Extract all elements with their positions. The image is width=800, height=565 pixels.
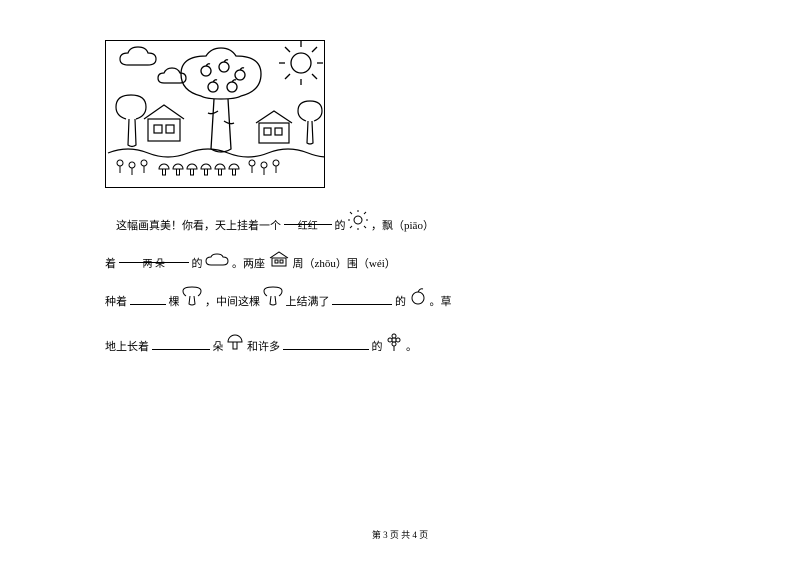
text-row-1: 这幅画真美！你看，天上挂着一个 红红 的 ，飘（piāo）	[105, 210, 695, 243]
blank-3[interactable]	[130, 293, 166, 305]
blank-6[interactable]	[283, 338, 369, 350]
text: 这幅画真美！你看，天上挂着一个	[116, 220, 281, 232]
sun-icon	[348, 210, 368, 243]
text-row-2: 着 两 朵 的 。两座 周（zhōu）围（wéi）	[105, 249, 695, 280]
text: 的	[335, 220, 346, 232]
tree-icon	[298, 101, 322, 144]
text: 种着	[105, 296, 127, 308]
fill-blank-paragraph: 这幅画真美！你看，天上挂着一个 红红 的 ，飘（piāo） 着 两 朵 的 。两…	[105, 210, 695, 363]
text: 。两座	[232, 258, 265, 270]
text: 。	[406, 341, 417, 353]
sun-icon	[279, 41, 323, 85]
flower-icon	[385, 333, 403, 364]
text: 。草	[430, 296, 452, 308]
worksheet-page: 这幅画真美！你看，天上挂着一个 红红 的 ，飘（piāo） 着 两 朵 的 。两…	[105, 40, 695, 369]
house-icon	[256, 111, 292, 143]
text: 朵	[213, 341, 224, 353]
mushroom-icon	[226, 333, 244, 364]
text-row-3: 种着 棵 ，中间这棵 上结满了 的 。草	[105, 286, 695, 319]
text: 着	[105, 258, 116, 270]
blank-1[interactable]: 红红	[284, 213, 332, 225]
text: ，飘（piāo）	[371, 220, 434, 232]
grass-line	[108, 149, 325, 157]
text: ，中间这棵	[205, 296, 260, 308]
apple-tree-icon	[181, 48, 261, 152]
scene-svg	[106, 41, 325, 188]
tree-icon	[263, 286, 283, 319]
text: 上结满了	[286, 296, 330, 308]
flowers-row	[117, 160, 279, 175]
text: 的	[395, 296, 406, 308]
page-footer: 第 3 页 共 4 页	[0, 528, 800, 541]
text: 的	[372, 341, 383, 353]
text-row-4: 地上长着 朵 和许多 的 。	[105, 332, 695, 363]
house-icon	[144, 105, 184, 141]
text: 和许多	[247, 341, 280, 353]
tree-icon	[182, 286, 202, 319]
house-icon	[268, 249, 290, 280]
scene-illustration	[105, 40, 325, 188]
cloud-icon	[205, 249, 229, 280]
cloud-icon	[120, 47, 156, 65]
blank-2[interactable]: 两 朵	[119, 251, 189, 263]
text: 周（zhōu）围（wéi）	[293, 258, 396, 270]
page-number: 第 3 页 共 4 页	[372, 530, 428, 540]
apple-icon	[409, 287, 427, 318]
text: 地上长着	[105, 341, 149, 353]
mushrooms-row	[159, 164, 239, 175]
text: 的	[192, 258, 203, 270]
text: 棵	[169, 296, 180, 308]
tree-icon	[116, 95, 146, 147]
blank-5[interactable]	[152, 338, 210, 350]
blank-4[interactable]	[332, 293, 392, 305]
